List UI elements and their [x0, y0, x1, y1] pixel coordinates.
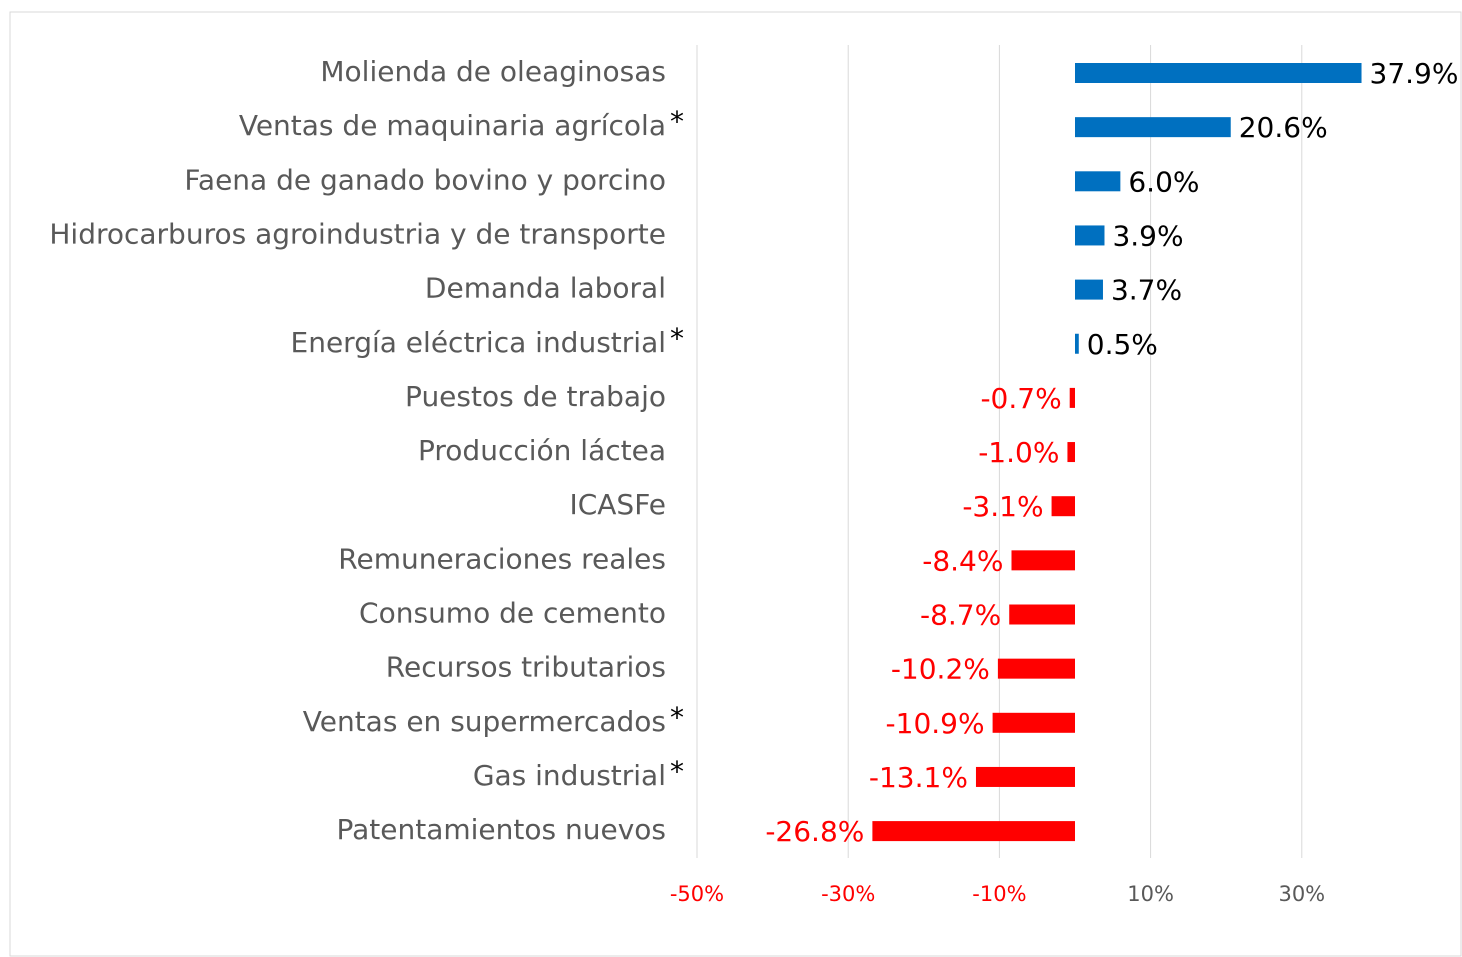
data-label: -8.4%	[922, 544, 1003, 577]
data-label: -1.0%	[978, 436, 1059, 469]
x-tick-label: 10%	[1127, 882, 1174, 906]
x-tick-label: -30%	[821, 882, 875, 906]
bar	[1075, 117, 1231, 138]
category-label: Hidrocarburos agroindustria y de transpo…	[49, 217, 666, 250]
data-label: 3.7%	[1111, 274, 1182, 307]
category-marker: *	[670, 322, 684, 355]
bar	[872, 821, 1075, 842]
data-label: -10.9%	[886, 707, 985, 740]
data-label: 6.0%	[1128, 165, 1199, 198]
bar	[975, 766, 1075, 787]
data-label: -13.1%	[869, 761, 968, 794]
bar	[1009, 604, 1075, 625]
chart-frame	[9, 11, 1462, 957]
data-label: -26.8%	[765, 815, 864, 848]
bar	[1075, 279, 1103, 300]
category-label: Recursos tributarios	[386, 651, 666, 684]
x-tick-label: -10%	[972, 882, 1026, 906]
category-label: Gas industrial	[473, 759, 666, 792]
category-label: Demanda laboral	[425, 272, 666, 305]
category-marker: *	[670, 755, 684, 788]
category-label: Patentamientos nuevos	[336, 813, 666, 846]
bar	[1075, 171, 1121, 192]
category-label: Puestos de trabajo	[405, 380, 666, 413]
category-label: Energía eléctrica industrial	[291, 326, 666, 359]
category-label: Producción láctea	[418, 434, 666, 467]
category-label: Consumo de cemento	[359, 597, 666, 630]
bar	[992, 712, 1075, 733]
x-tick-label: -50%	[670, 882, 724, 906]
category-label: Ventas en supermercados	[303, 705, 666, 738]
category-label: Remuneraciones reales	[338, 542, 666, 575]
category-label: Molienda de oleaginosas	[320, 55, 666, 88]
bar	[1069, 387, 1075, 408]
x-tick-label: 30%	[1278, 882, 1325, 906]
bar	[1067, 442, 1075, 463]
category-label: Ventas de maquinaria agrícola	[239, 109, 666, 142]
data-label: 3.9%	[1112, 219, 1183, 252]
bar	[997, 658, 1075, 679]
bar	[1011, 550, 1075, 571]
category-label: Faena de ganado bovino y porcino	[184, 163, 666, 196]
category-marker: *	[670, 701, 684, 734]
data-label: 20.6%	[1239, 111, 1328, 144]
category-label: ICASFe	[569, 488, 666, 521]
data-label: -8.7%	[920, 599, 1001, 632]
bar	[1075, 63, 1362, 83]
bar	[1051, 496, 1075, 517]
data-label: 0.5%	[1087, 328, 1158, 361]
bar	[1075, 333, 1079, 354]
data-label: -10.2%	[891, 653, 990, 686]
bar	[1075, 225, 1105, 246]
data-label: 37.9%	[1370, 57, 1459, 90]
data-label: -0.7%	[980, 382, 1061, 415]
data-label: -3.1%	[962, 490, 1043, 523]
category-marker: *	[670, 105, 684, 138]
